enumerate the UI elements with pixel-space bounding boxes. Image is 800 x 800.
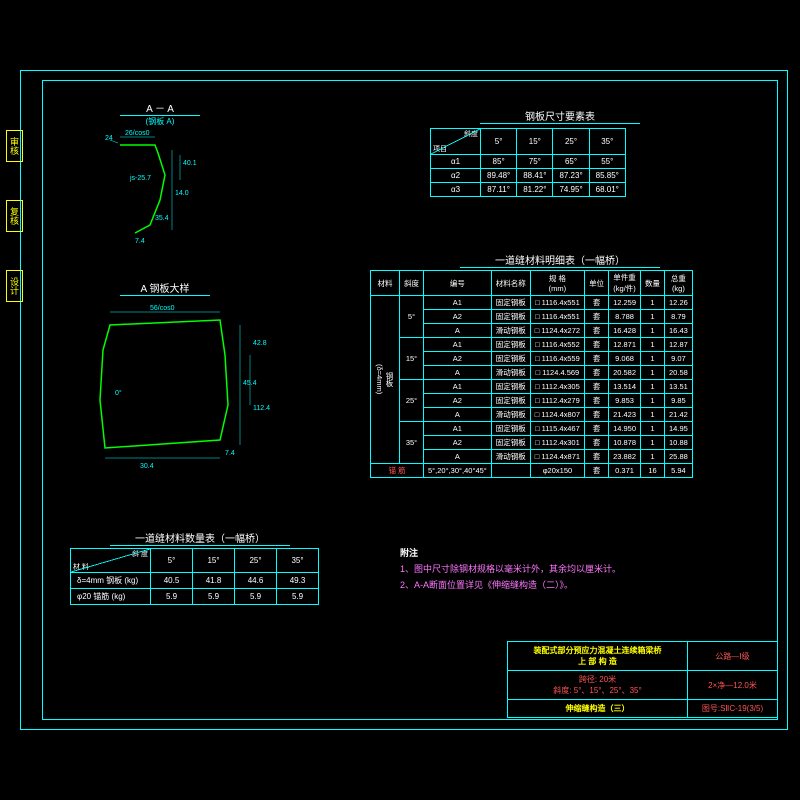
notes: 附注 1、图中尺寸除钢材规格以毫米计外，其余均以厘米计。 2、A-A断面位置详见… (400, 545, 621, 594)
dims-table: 斜度 项目 5° 15° 25° 35° α185°75°65°55°α289.… (430, 128, 626, 197)
dim-6: 35.4 (155, 215, 169, 222)
dims-col-3: 35° (589, 129, 625, 155)
dims-col-0: 5° (481, 129, 517, 155)
dim-5: 14.0 (175, 190, 189, 197)
sum-col-3: 35° (277, 549, 319, 573)
dims-table-title: 钢板尺寸要素表 (480, 108, 640, 124)
note-line-1: 1、图中尺寸除钢材规格以毫米计外，其余均以厘米计。 (400, 561, 621, 577)
dim-2: 26/cos0 (125, 130, 150, 137)
summary-table: 斜 度 材 料 5° 15° 25° 35° δ=4mm 钢板 (kg)40.5… (70, 548, 319, 605)
ldim-2: 42.8 (253, 340, 267, 347)
detail-table: 材料斜度编号材料名称规 格(mm)单位单件重(kg/件)数量总重(kg) 钢板(… (370, 270, 693, 478)
sum-col-1: 15° (193, 549, 235, 573)
side-tab-check: 复核 (6, 200, 23, 232)
ldim-6: 30.4 (140, 463, 154, 470)
dim-7: 7.4 (135, 238, 145, 245)
detail-table-title: 一道缝材料明细表（一幅桥） (460, 252, 660, 268)
sum-col-0: 5° (151, 549, 193, 573)
sum-col-2: 25° (235, 549, 277, 573)
ldim-7: 0° (115, 389, 122, 397)
side-tab-review: 审核 (6, 130, 23, 162)
title-block: 装配式部分预应力混凝土连续箱梁桥上 部 构 造公路—Ⅰ级跨径: 20米斜度: 5… (507, 641, 778, 718)
large-view-title-text: A 钢板大样 (120, 280, 210, 296)
dim-4: 40.1 (183, 160, 197, 167)
dims-diag-top: 斜度 (464, 129, 478, 139)
ldim-5: 7.4 (225, 450, 235, 457)
large-view-drawing: 56/cos0 42.8 45.4 112.4 7.4 30.4 0° (70, 300, 280, 480)
dim-1: 24 (105, 135, 113, 142)
ldim-1: 56/cos0 (150, 305, 175, 312)
dim-3: js-25.7 (129, 175, 151, 182)
side-tab-design: 设计 (6, 270, 23, 302)
large-view-title: A 钢板大样 (120, 280, 210, 296)
sum-diag-top: 斜 度 (132, 549, 148, 559)
dims-diag-left: 项目 (433, 144, 447, 154)
section-aa-drawing: 24 26/cos0 js-25.7 40.1 14.0 35.4 7.4 (80, 125, 260, 265)
ldim-3: 45.4 (243, 380, 257, 387)
dims-col-2: 25° (553, 129, 589, 155)
summary-table-title: 一道缝材料数量表（一幅桥） (110, 530, 290, 546)
note-line-2: 2、A-A断面位置详见《伸缩缝构造（二）》。 (400, 577, 621, 593)
section-aa-title: A － A (钢板 A) (120, 100, 200, 127)
sum-diag-left: 材 料 (73, 562, 89, 572)
notes-title: 附注 (400, 545, 621, 561)
dims-col-1: 15° (517, 129, 553, 155)
section-aa-title-top: A － A (120, 100, 200, 116)
ldim-4: 112.4 (253, 405, 270, 412)
